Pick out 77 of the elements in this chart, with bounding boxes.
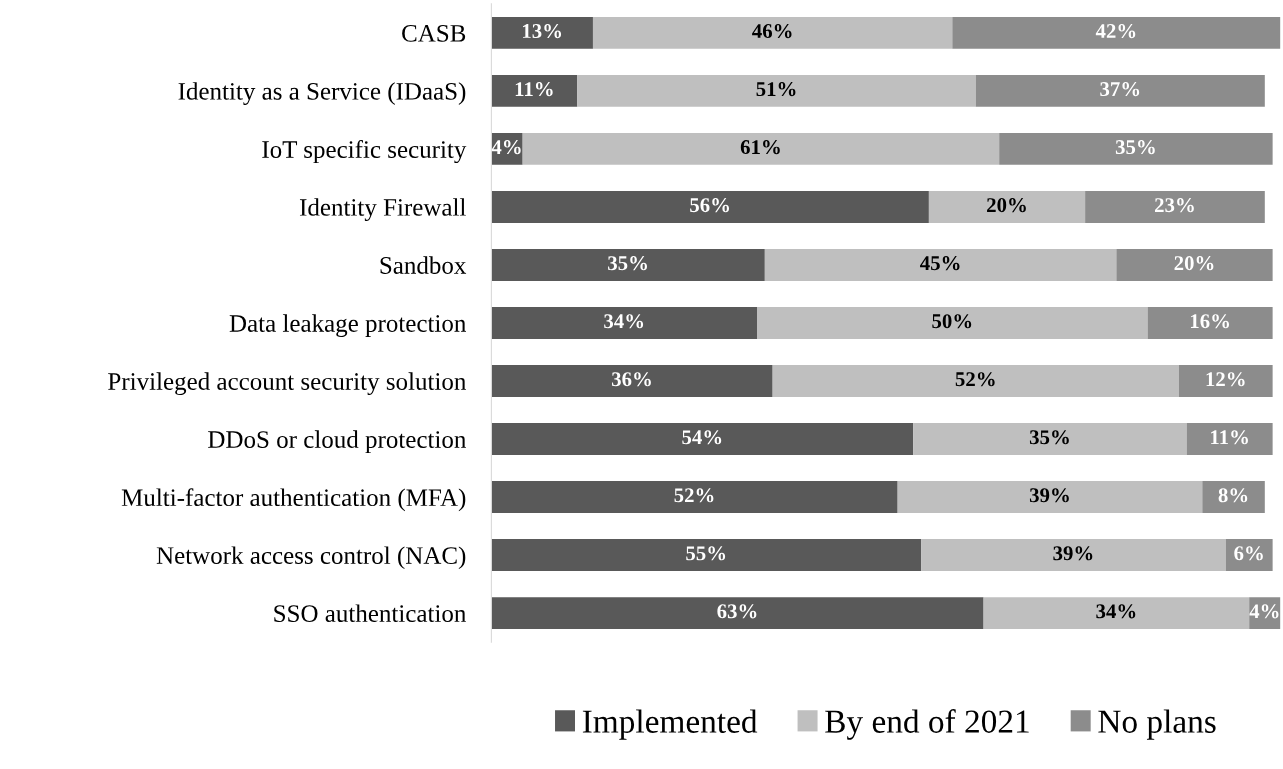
data-label: 63%: [717, 604, 757, 619]
data-label: 11%: [515, 82, 553, 97]
bar: [491, 249, 765, 281]
y-tick-label: CASB: [402, 24, 466, 42]
legend-label: By end of 2021: [825, 709, 1029, 740]
data-label: 46%: [752, 24, 792, 39]
data-label: 56%: [690, 198, 730, 213]
bar: [757, 307, 1148, 339]
data-label: 12%: [1206, 372, 1245, 387]
bar: [491, 365, 773, 397]
data-label: 45%: [920, 256, 960, 271]
y-tick-label: Network access control (NAC): [156, 546, 466, 570]
bar: [928, 190, 1086, 223]
bar: [952, 16, 1281, 49]
bar: [491, 423, 914, 455]
data-label: 20%: [1174, 256, 1214, 271]
data-label: 8%: [1218, 488, 1248, 503]
y-tick-label: Identity as a Service (IDaaS): [178, 82, 466, 105]
data-label: 42%: [1095, 24, 1136, 39]
data-label: 11%: [1211, 430, 1248, 445]
data-label: 34%: [1096, 604, 1136, 619]
bar: [999, 132, 1273, 165]
bar: [491, 597, 984, 630]
data-label: 20%: [987, 198, 1026, 213]
bar: [897, 481, 1203, 514]
bar: [921, 539, 1226, 572]
data-label: 23%: [1155, 198, 1194, 213]
bar: [491, 539, 922, 572]
data-label: 61%: [740, 140, 780, 155]
y-tick-label: Sandbox: [380, 256, 467, 274]
data-label: 36%: [611, 372, 651, 387]
data-label: 13%: [523, 24, 562, 39]
bar: [592, 16, 953, 49]
bar: [1186, 423, 1273, 455]
data-label: 35%: [608, 256, 647, 271]
bar: [577, 74, 976, 107]
data-label: 35%: [1115, 140, 1155, 155]
legend-label: Implemented: [582, 709, 758, 740]
bar: [491, 74, 578, 107]
data-label: 4%: [1249, 604, 1279, 619]
y-tick-label: DDoS or cloud protection: [208, 430, 467, 454]
y-tick-label: Multi-factor authentication (MFA): [121, 488, 466, 512]
bar: [1116, 249, 1273, 281]
bar: [1225, 539, 1273, 572]
bar: [1202, 481, 1265, 514]
bar: [764, 249, 1117, 281]
data-label: 35%: [1029, 430, 1069, 445]
data-label: 37%: [1100, 82, 1140, 97]
y-tick-label: Identity Firewall: [299, 198, 466, 221]
data-label: 39%: [1053, 546, 1093, 561]
data-label: 54%: [682, 430, 722, 445]
data-label: 34%: [604, 314, 644, 329]
bar: [772, 365, 1179, 397]
data-label: 16%: [1190, 314, 1229, 329]
y-tick-label: Privileged account security solution: [108, 372, 466, 396]
bar: [975, 74, 1265, 107]
bar: [491, 190, 929, 223]
y-tick-label: IoT specific security: [262, 140, 467, 164]
legend-label: No plans: [1098, 709, 1216, 740]
bar: [983, 597, 1250, 630]
bar: [522, 132, 1000, 165]
bar: [491, 307, 758, 339]
data-label: 51%: [756, 82, 796, 97]
bar: [491, 16, 593, 49]
data-label: 55%: [686, 546, 726, 561]
bar: [1147, 307, 1273, 339]
bar: [1085, 190, 1265, 223]
data-label: 52%: [674, 488, 714, 503]
bar: [491, 481, 898, 514]
data-label: 52%: [955, 372, 995, 387]
data-label: 39%: [1029, 488, 1069, 503]
y-tick-label: Data leakage protection: [229, 314, 466, 338]
data-label: 50%: [932, 314, 972, 329]
data-label: 6%: [1234, 546, 1263, 561]
bar: [913, 423, 1187, 455]
y-tick-label: SSO authentication: [274, 604, 467, 623]
bar: [1178, 365, 1273, 397]
